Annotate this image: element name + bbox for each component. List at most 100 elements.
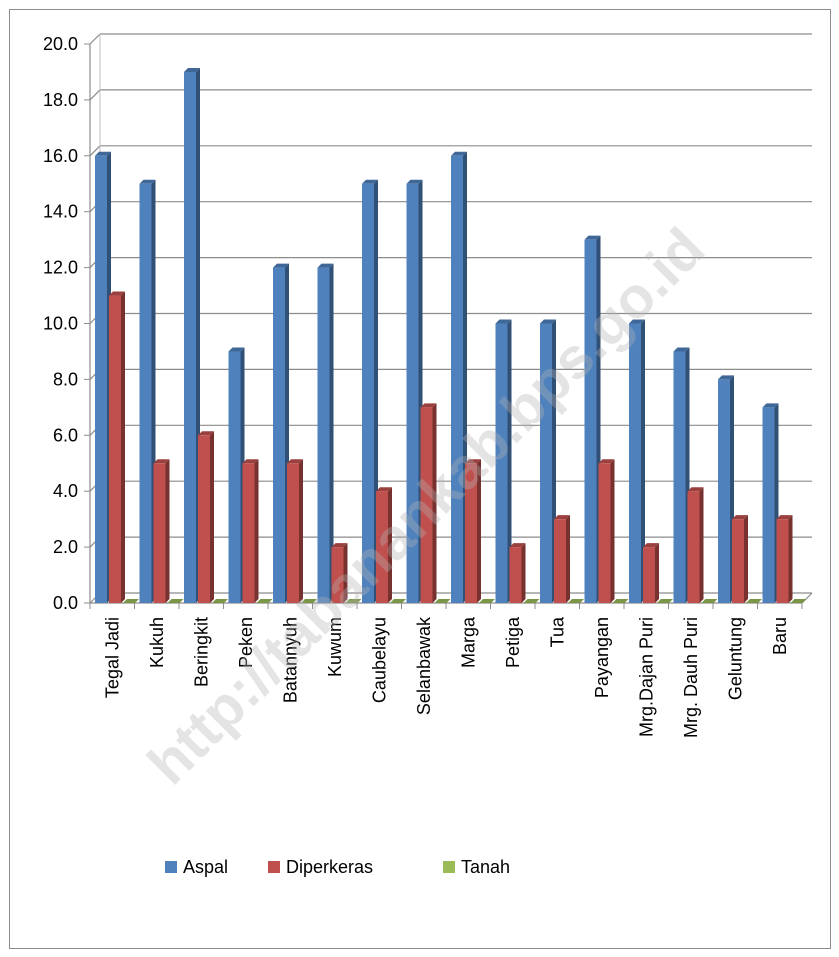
x-tick-label: Caubelayu [369,617,389,703]
y-tick-label: 14.0 [43,202,78,222]
bar-front [420,407,433,603]
bar-side [610,459,615,603]
y-tick-label: 18.0 [43,90,78,110]
x-tick-label: Petiga [503,616,523,668]
bar-aspal-16 [762,403,779,603]
bar-front [331,547,344,603]
bar-diperkeras-8 [420,403,437,603]
bar-top [317,263,334,268]
bar-side [655,543,659,603]
bar-tanah-16 [790,599,807,603]
bar-front [732,519,744,603]
bar-tanah-2 [167,599,184,603]
bar-top [273,263,289,268]
bar-top [479,599,495,603]
bar-diperkeras-5 [287,459,303,603]
bar-top [568,599,584,603]
bar-diperkeras-2 [153,459,170,603]
legend-swatch [165,861,177,873]
bar-top [776,515,793,520]
bar-top [495,319,512,324]
bar-side [254,459,259,603]
bar-diperkeras-3 [198,431,214,603]
x-tick-label: Kuwum [325,617,345,677]
bar-top [123,599,139,603]
bar-diperkeras-13 [643,543,659,603]
bar-top [406,179,423,184]
bar-tanah-5 [301,599,317,603]
bar-tanah-9 [479,599,495,603]
bar-front [629,323,641,603]
bar-front [673,351,686,603]
bar-top [701,599,718,603]
x-tick-label: Mrg. Dauh Puri [681,617,701,738]
bar-top [673,347,690,352]
bar-aspal-13 [629,319,645,603]
y-tick-label: 0.0 [53,593,78,613]
bar-side [121,291,125,603]
bar-top [657,599,673,603]
bar-top [509,543,526,548]
bar-tanah-14 [701,599,718,603]
bar-top [718,375,734,380]
bar-top [465,459,481,464]
bar-aspal-9 [451,151,467,604]
bar-side [432,403,437,603]
bar-tanah-8 [434,599,451,603]
bar-top [390,599,406,603]
bar-aspal-5 [273,263,289,603]
bar-top [256,599,273,603]
bar-top [643,543,659,548]
bar-diperkeras-12 [598,459,615,603]
x-tick-label: Tua [547,616,567,647]
y-tick-label: 10.0 [43,314,78,334]
bar-front [598,463,611,603]
bar-side [507,319,512,603]
bar-tanah-1 [123,599,139,603]
bar-diperkeras-14 [687,487,704,603]
y-tick-label: 2.0 [53,537,78,557]
bar-front [153,463,166,603]
bar-top [540,319,556,324]
bar-top [139,179,156,184]
bar-side [566,515,570,603]
x-tick-label: Kukuh [147,617,167,668]
bar-front [109,295,121,603]
bar-diperkeras-4 [242,459,259,603]
bar-diperkeras-16 [776,515,793,603]
bar-top [95,151,111,156]
bar-tanah-10 [523,599,540,603]
x-tick-label: Mrg.Dajan Puri [636,617,656,737]
legend-swatch [443,861,455,873]
bar-top [434,599,451,603]
bar-top [523,599,540,603]
bar-front [643,547,655,603]
gridline-side [89,89,101,101]
bar-front [228,351,241,603]
bar-diperkeras-9 [465,459,481,603]
bar-aspal-10 [495,319,512,603]
legend-swatch [268,861,280,873]
bar-top [167,599,184,603]
bar-top [345,599,362,603]
bar-top [198,431,214,436]
bar-side [641,319,645,603]
x-tick-label: Peken [236,617,256,668]
bar-side [299,459,303,603]
bar-top [212,599,228,603]
bar-top [451,151,467,156]
bar-front [687,491,700,603]
x-tick-label: Beringkit [191,617,211,687]
x-tick-label: Marga [458,616,478,668]
x-tick-label: Selanbawak [414,616,434,715]
bar-front [554,519,566,603]
bar-top [109,291,125,296]
y-tick-label: 6.0 [53,425,78,445]
bar-front [198,435,210,603]
bar-layer [95,67,807,604]
bar-front [317,267,330,603]
gridline-side [89,33,101,45]
legend-item-diperkeras: Diperkeras [268,857,373,877]
bar-aspal-14 [673,347,690,603]
bar-aspal-2 [139,179,156,603]
